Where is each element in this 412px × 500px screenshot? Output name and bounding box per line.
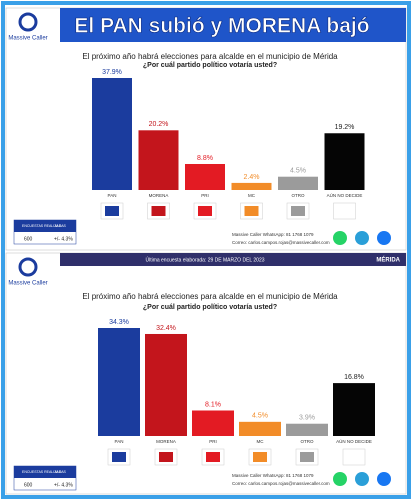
survey-date: Última encuesta elaborada: 29 DE MARZO D… bbox=[145, 256, 264, 263]
social-icon bbox=[355, 472, 369, 486]
category-label: AÚN NO DECIDE bbox=[336, 438, 372, 444]
party-logo-mark bbox=[337, 206, 352, 216]
bar bbox=[98, 328, 140, 436]
party-logo-mark bbox=[198, 206, 212, 216]
table-cell: 600 bbox=[24, 236, 33, 242]
footer-text: Massive Caller WhatsApp: 81 1768 1079 bbox=[232, 473, 314, 478]
value-label: 3.9% bbox=[299, 415, 315, 422]
table-cell: 600 bbox=[24, 482, 33, 488]
category-label: PAN bbox=[115, 439, 124, 444]
party-logo-mark bbox=[347, 452, 361, 462]
party-logo-mark bbox=[253, 452, 267, 462]
footer-text: Correo: carlos.campos.rojas@massivecalle… bbox=[232, 481, 330, 486]
value-label: 37.9% bbox=[102, 69, 122, 76]
value-label: 32.4% bbox=[156, 325, 176, 332]
category-label: MORENA bbox=[156, 439, 176, 444]
table-border bbox=[13, 465, 77, 491]
category-label: MORENA bbox=[149, 193, 169, 198]
table-header: ENCUESTAS REALIZADAS bbox=[22, 224, 67, 228]
party-logo-mark bbox=[244, 206, 259, 216]
table-cell: +/- 4.3% bbox=[54, 482, 73, 488]
party-logo-mark bbox=[105, 206, 119, 216]
category-label: OTRO bbox=[292, 193, 305, 198]
chart-subtitle: ¿Por cuál partido político votaría usted… bbox=[143, 304, 277, 311]
table-header: M.E. bbox=[55, 224, 62, 228]
table-header-bg bbox=[14, 220, 76, 232]
bar bbox=[185, 163, 225, 190]
bar bbox=[278, 176, 318, 190]
bar bbox=[239, 421, 281, 436]
party-logo-mark bbox=[159, 452, 173, 462]
table-cell: +/- 4.3% bbox=[54, 236, 73, 242]
bar bbox=[286, 423, 328, 436]
category-label: AÚN NO DECIDE bbox=[327, 192, 363, 198]
header-banner bbox=[60, 8, 406, 42]
social-icon bbox=[333, 472, 347, 486]
brand-logo bbox=[18, 257, 38, 277]
bar bbox=[333, 383, 375, 436]
value-label: 4.5% bbox=[290, 168, 306, 175]
brand: Massive Caller bbox=[8, 281, 47, 287]
category-label: PRI bbox=[201, 193, 209, 198]
bar bbox=[138, 130, 179, 190]
party-logo-mark bbox=[291, 206, 305, 216]
brand-logo bbox=[18, 12, 38, 32]
value-label: 8.8% bbox=[197, 155, 213, 162]
table-header: ENCUESTAS REALIZADAS bbox=[22, 470, 67, 474]
footer-text: Massive Caller WhatsApp: 81 1768 1079 bbox=[232, 232, 314, 237]
social-icon bbox=[355, 231, 369, 245]
bar bbox=[324, 133, 365, 190]
value-label: 2.4% bbox=[244, 174, 260, 181]
city: MÉRIDA bbox=[376, 256, 400, 264]
social-icon bbox=[333, 231, 347, 245]
chart-subtitle: ¿Por cuál partido político votaría usted… bbox=[143, 62, 277, 69]
value-label: 4.5% bbox=[252, 413, 268, 420]
bar bbox=[192, 410, 234, 436]
date-bar bbox=[60, 253, 406, 266]
party-logo-mark bbox=[112, 452, 126, 462]
category-label: MC bbox=[257, 439, 265, 444]
category-label: MC bbox=[248, 193, 256, 198]
table-header-bg bbox=[14, 466, 76, 478]
bar bbox=[145, 333, 187, 436]
chart-title: El próximo año habrá elecciones para alc… bbox=[82, 52, 338, 61]
social-icon bbox=[377, 472, 391, 486]
party-logo-mark bbox=[151, 206, 166, 216]
category-label: OTRO bbox=[301, 439, 314, 444]
header-title: El PAN subió y MORENA bajó bbox=[74, 15, 369, 38]
table-border bbox=[13, 219, 77, 245]
party-logo-mark bbox=[206, 452, 220, 462]
category-label: PAN bbox=[108, 193, 117, 198]
footer-text: Correo: carlos.campos.rojas@massivecalle… bbox=[232, 240, 330, 245]
value-label: 20.2% bbox=[149, 121, 169, 128]
value-label: 34.3% bbox=[109, 319, 129, 326]
table-header: M.E. bbox=[55, 470, 62, 474]
chart-title: El próximo año habrá elecciones para alc… bbox=[82, 292, 338, 301]
bar bbox=[231, 182, 272, 190]
value-label: 16.8% bbox=[344, 374, 364, 381]
value-label: 19.2% bbox=[335, 124, 355, 131]
social-icon bbox=[377, 231, 391, 245]
category-label: PRI bbox=[209, 439, 217, 444]
brand: Massive Caller bbox=[8, 36, 47, 42]
party-logo-mark bbox=[300, 452, 314, 462]
bar bbox=[92, 78, 132, 190]
value-label: 8.1% bbox=[205, 401, 221, 408]
